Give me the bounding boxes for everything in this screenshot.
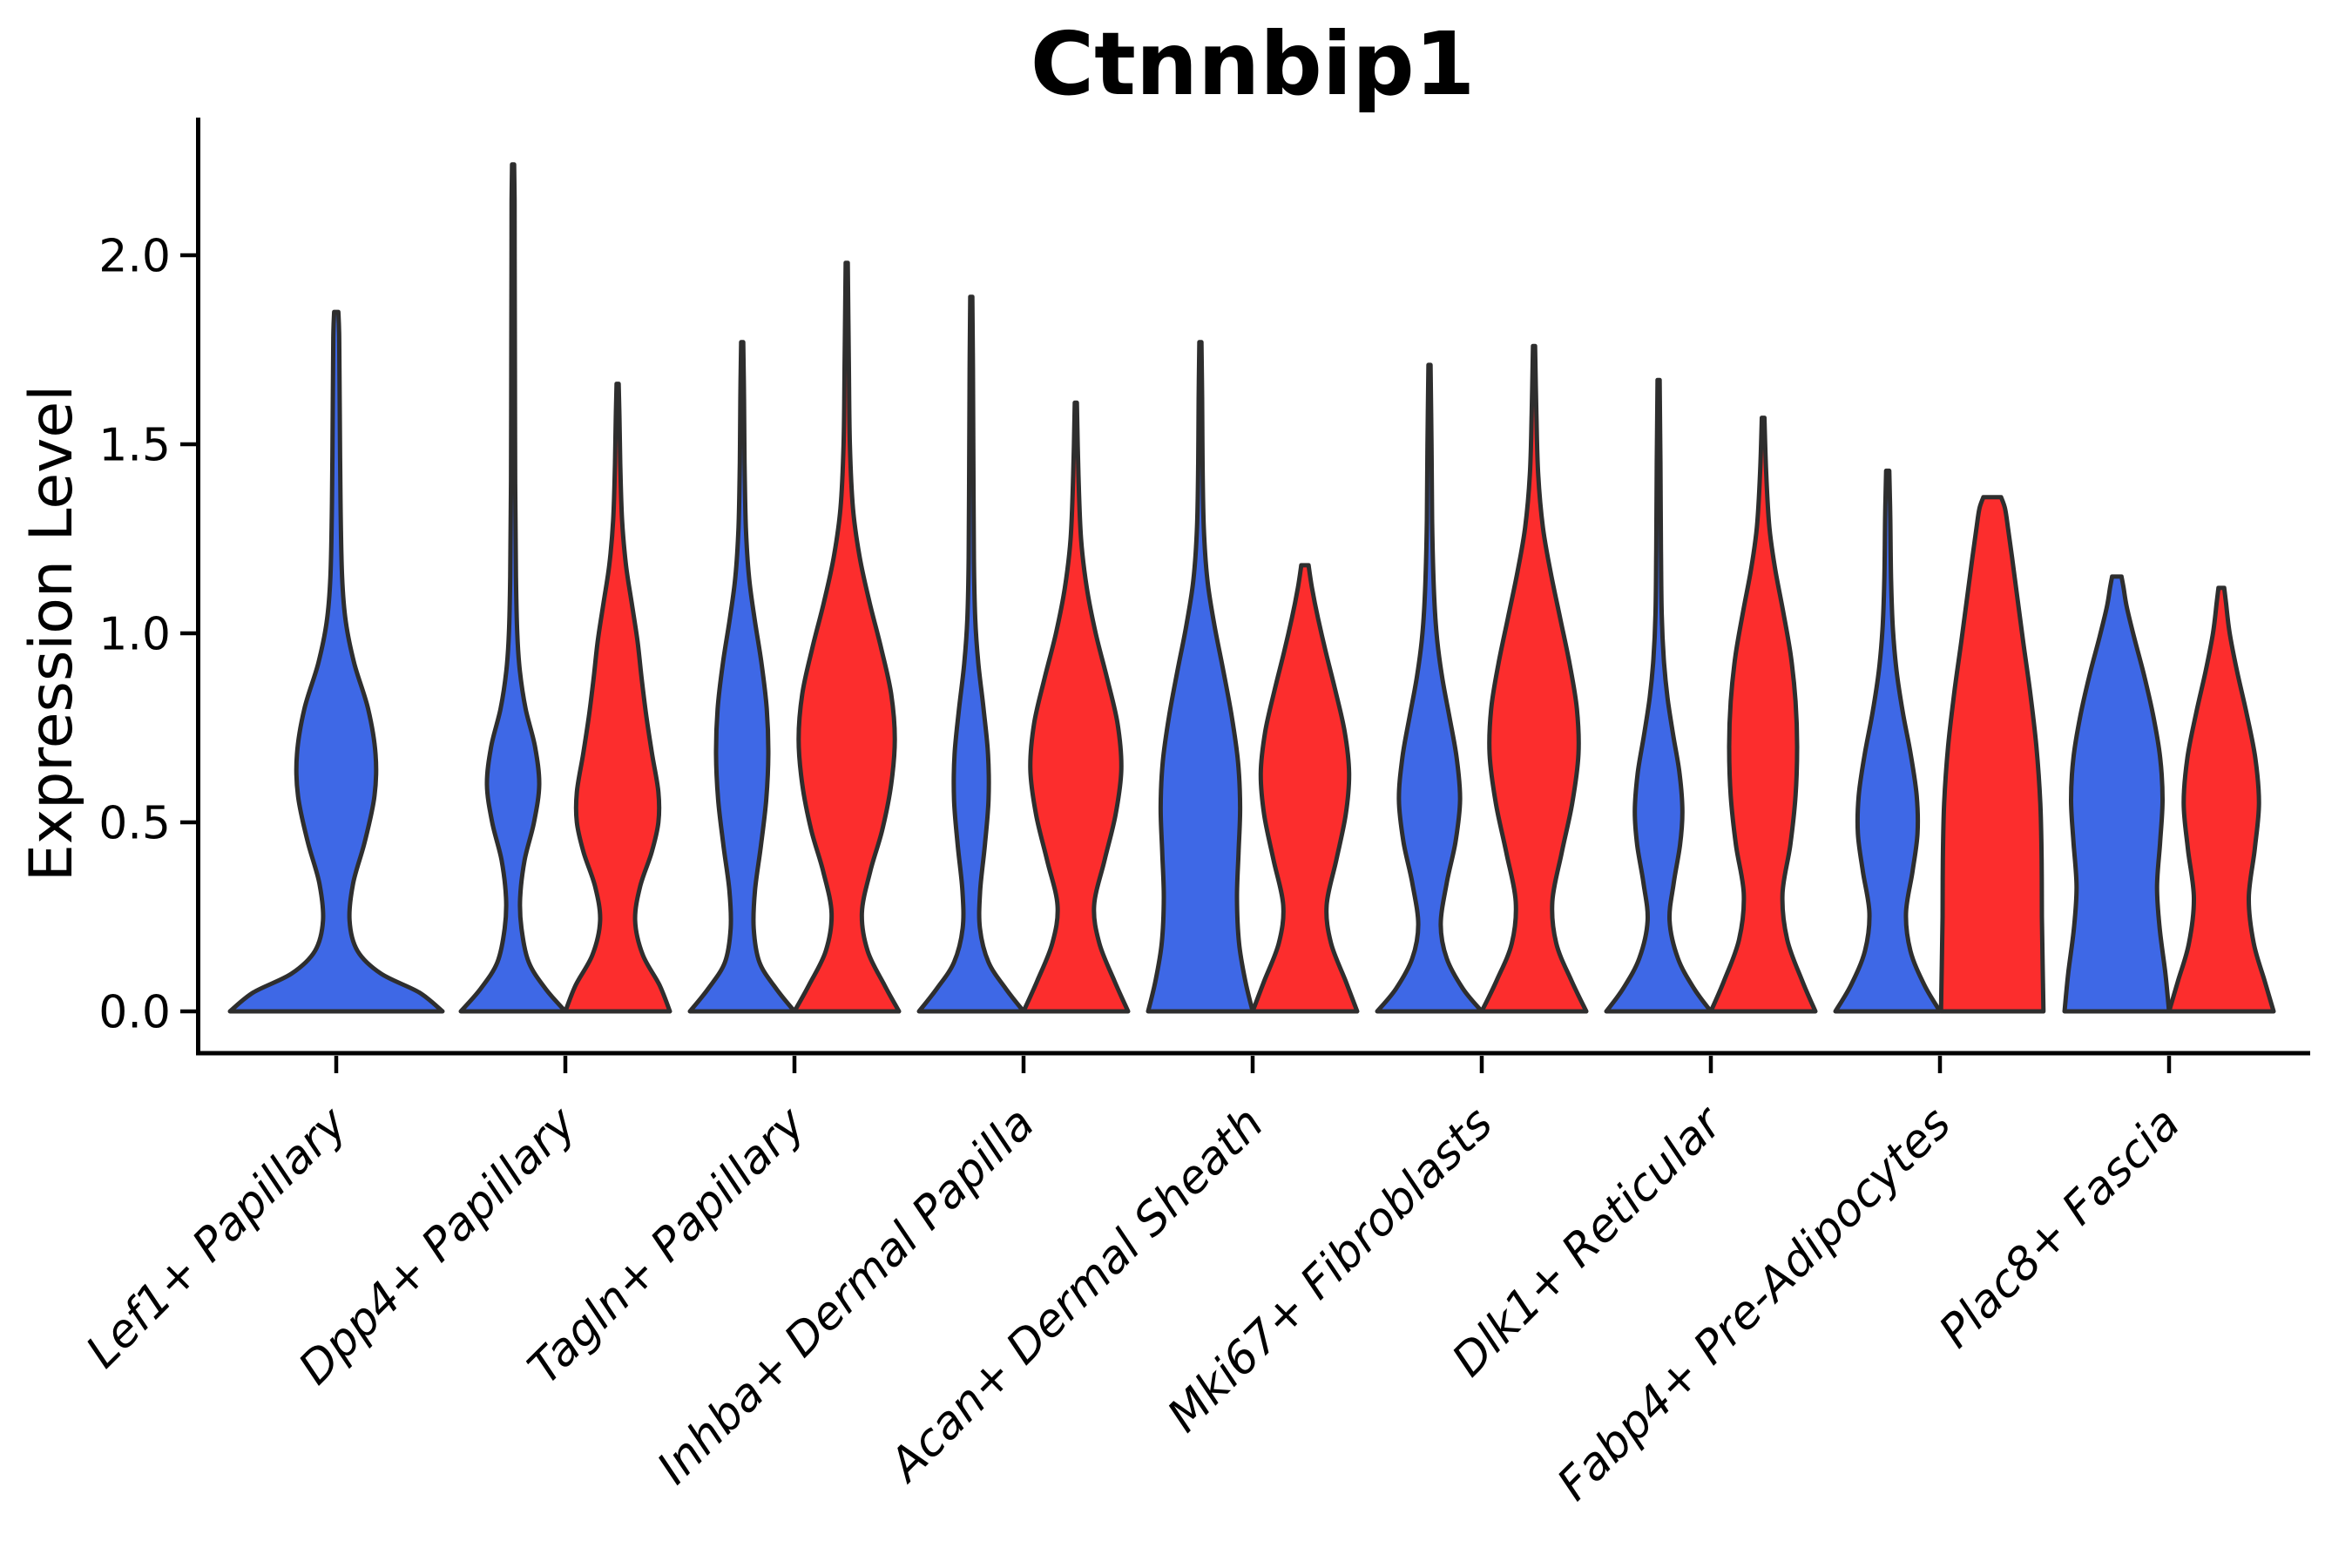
x-tick-label: Acan+ Dermal Sheath: [878, 1098, 1274, 1493]
violin-mki67-fibroblasts-red: [1479, 343, 1589, 1014]
violins-group: [227, 162, 2276, 1014]
violin-dpp4-papillary-blue: [458, 162, 568, 1014]
x-tick-label: Plac8+ Fascia: [1930, 1098, 2190, 1358]
violin-fabp4-pre-adipocytes-blue: [1833, 468, 1943, 1014]
violin-tagln-papillary-blue: [687, 340, 797, 1014]
violin-acan-dermal-sheath-red: [1250, 563, 1360, 1014]
y-tick-label: 0.5: [98, 798, 171, 850]
y-tick-label: 2.0: [98, 231, 171, 283]
x-tick-label: Inhba+ Dermal Papilla: [647, 1098, 1044, 1495]
violin-fabp4-pre-adipocytes-red: [1938, 495, 2046, 1014]
violin-dpp4-papillary-red: [563, 382, 672, 1014]
violin-dlk1-reticular-blue: [1604, 377, 1713, 1014]
y-axis-label: Expression Level: [17, 385, 86, 882]
violin-lef1-papillary-blue: [227, 309, 445, 1014]
chart-title: Ctnnbip1: [1031, 13, 1476, 115]
violin-plac8-fascia-blue: [2062, 574, 2172, 1014]
y-tick-label: 0.0: [98, 987, 171, 1039]
violin-plac8-fascia-red: [2166, 585, 2276, 1014]
y-axis-ticks: 0.0 0.5 1.0 1.5 2.0: [98, 231, 196, 1039]
y-tick-label: 1.5: [98, 420, 171, 472]
violin-tagln-papillary-red: [792, 260, 902, 1014]
x-tick-label: Fabp4+ Pre-Adipocytes: [1548, 1098, 1962, 1511]
violin-inhba-dermal-papilla-red: [1021, 400, 1131, 1014]
violin-inhba-dermal-papilla-blue: [916, 294, 1026, 1014]
violin-acan-dermal-sheath-blue: [1146, 340, 1255, 1014]
violin-dlk1-reticular-red: [1708, 416, 1818, 1014]
violin-mki67-fibroblasts-blue: [1375, 362, 1484, 1014]
y-tick-label: 1.0: [98, 609, 171, 661]
